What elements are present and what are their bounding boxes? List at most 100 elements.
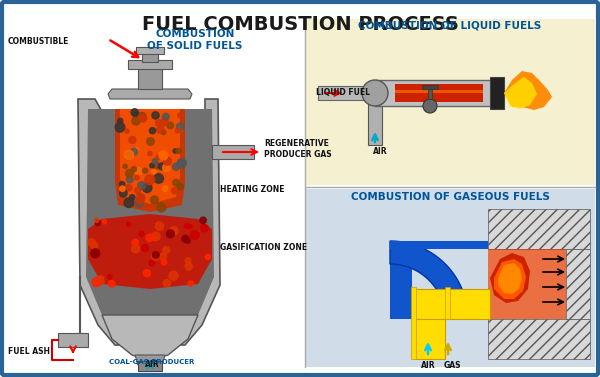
Circle shape: [176, 123, 184, 130]
Circle shape: [184, 224, 189, 228]
Polygon shape: [135, 355, 165, 365]
Circle shape: [188, 224, 192, 228]
Bar: [566, 249, 590, 319]
Bar: [428, 89, 432, 99]
Circle shape: [91, 242, 98, 249]
Bar: [305, 189, 595, 367]
Circle shape: [157, 203, 166, 212]
Circle shape: [190, 231, 199, 239]
Circle shape: [173, 149, 178, 153]
Circle shape: [177, 183, 184, 190]
Text: COAL-GAS PRODUCER: COAL-GAS PRODUCER: [109, 359, 194, 365]
Circle shape: [161, 118, 169, 126]
Circle shape: [157, 126, 164, 133]
Circle shape: [88, 239, 95, 246]
Bar: [488, 249, 566, 319]
Bar: [305, 19, 595, 185]
Circle shape: [119, 182, 125, 187]
Circle shape: [138, 182, 146, 189]
Text: GASIFICATION ZONE: GASIFICATION ZONE: [220, 242, 307, 251]
Bar: [142, 52, 158, 62]
Circle shape: [134, 147, 139, 152]
Circle shape: [134, 187, 140, 193]
Circle shape: [140, 232, 144, 236]
Polygon shape: [108, 89, 192, 99]
Circle shape: [178, 113, 182, 118]
Circle shape: [172, 188, 178, 194]
Text: COMBUSTION OF LIQUID FUELS: COMBUSTION OF LIQUID FUELS: [358, 21, 542, 31]
Circle shape: [143, 183, 152, 193]
Circle shape: [163, 157, 172, 165]
Circle shape: [161, 259, 167, 265]
Circle shape: [133, 112, 137, 116]
Bar: [212, 145, 254, 159]
Bar: [375, 80, 493, 106]
Circle shape: [176, 149, 181, 153]
Circle shape: [131, 109, 139, 116]
Circle shape: [177, 160, 185, 167]
Circle shape: [125, 129, 129, 133]
Bar: [395, 84, 483, 102]
Circle shape: [169, 271, 178, 280]
Circle shape: [92, 278, 101, 287]
Circle shape: [163, 247, 170, 253]
Circle shape: [202, 225, 207, 230]
Circle shape: [155, 120, 162, 126]
Polygon shape: [78, 99, 220, 345]
Circle shape: [95, 218, 99, 222]
Bar: [138, 67, 162, 89]
Polygon shape: [120, 109, 180, 204]
Bar: [368, 103, 382, 145]
Circle shape: [159, 151, 168, 160]
Circle shape: [125, 185, 132, 191]
Text: COMBUSTION OF GASEOUS FUELS: COMBUSTION OF GASEOUS FUELS: [350, 192, 550, 202]
Polygon shape: [494, 259, 526, 299]
Bar: [411, 287, 416, 359]
Circle shape: [120, 186, 125, 192]
Bar: [415, 289, 490, 319]
Text: COMBUSTION
OF SOLID FUELS: COMBUSTION OF SOLID FUELS: [148, 29, 242, 51]
Circle shape: [91, 249, 100, 258]
Circle shape: [146, 234, 153, 241]
Circle shape: [182, 235, 189, 242]
Text: LIQUID FUEL: LIQUID FUEL: [316, 89, 370, 98]
Circle shape: [185, 258, 191, 263]
Circle shape: [131, 245, 140, 253]
Circle shape: [156, 155, 161, 159]
Circle shape: [151, 196, 158, 204]
Circle shape: [142, 244, 149, 251]
Bar: [488, 209, 590, 249]
Circle shape: [132, 117, 140, 125]
Circle shape: [129, 136, 136, 143]
Circle shape: [152, 251, 159, 258]
Circle shape: [118, 118, 123, 123]
Circle shape: [134, 175, 139, 180]
Circle shape: [161, 130, 166, 135]
Circle shape: [140, 116, 144, 120]
Circle shape: [109, 280, 115, 287]
Circle shape: [132, 239, 139, 246]
Circle shape: [201, 224, 208, 232]
Bar: [415, 299, 445, 359]
Polygon shape: [86, 109, 214, 320]
Circle shape: [173, 179, 179, 186]
Circle shape: [149, 127, 155, 134]
Circle shape: [178, 126, 182, 131]
Text: REGENERATIVE
PRODUCER GAS: REGENERATIVE PRODUCER GAS: [264, 139, 332, 159]
Bar: [138, 361, 162, 371]
Circle shape: [185, 263, 192, 270]
Circle shape: [185, 238, 190, 243]
Polygon shape: [504, 71, 552, 110]
Circle shape: [123, 164, 127, 169]
Circle shape: [148, 152, 152, 156]
Circle shape: [127, 222, 131, 226]
Circle shape: [152, 159, 158, 164]
Bar: [318, 86, 370, 100]
Text: COMBUSTIBLE: COMBUSTIBLE: [8, 37, 70, 46]
Bar: [136, 47, 164, 54]
Circle shape: [163, 164, 170, 172]
Circle shape: [150, 163, 154, 168]
Bar: [390, 241, 488, 249]
Circle shape: [135, 168, 142, 175]
Bar: [395, 90, 483, 93]
